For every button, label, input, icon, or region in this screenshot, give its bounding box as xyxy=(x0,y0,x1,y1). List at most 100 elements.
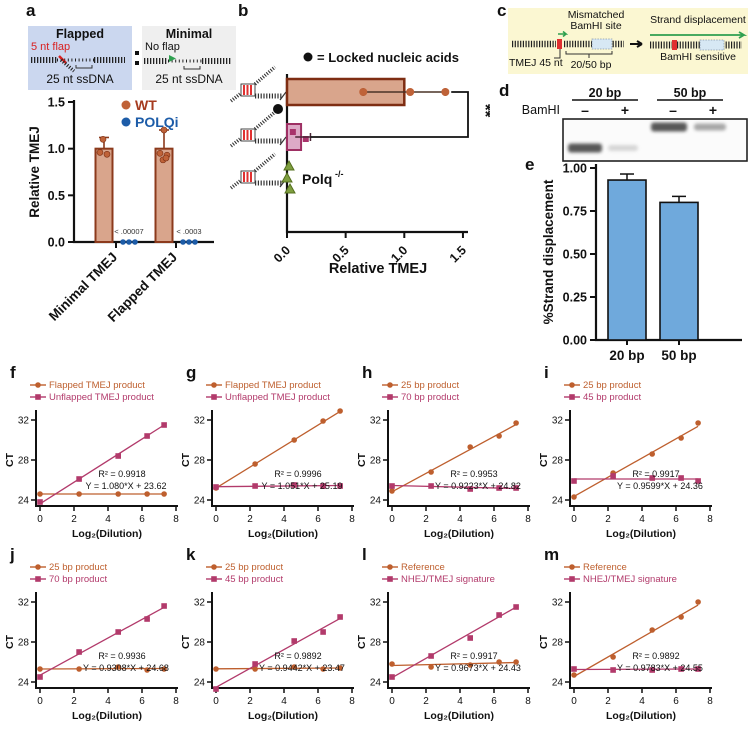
trend-line xyxy=(215,410,341,489)
y-axis-label: Relative TMEJ xyxy=(27,126,42,218)
axes xyxy=(387,592,530,689)
legend-marker-square xyxy=(387,576,393,582)
bar-0 xyxy=(607,179,647,341)
x-tick-label: 0 xyxy=(571,696,577,707)
x-tick-label: 6 xyxy=(315,514,321,525)
x-tick-label: 2 xyxy=(423,514,429,525)
panel-h-chart: 24 28 32 0 2 4 6 8 CT Log₂(Dilution) 25 bp product… xyxy=(354,364,536,553)
legend-marker-circle xyxy=(569,382,575,388)
legend-marker-circle xyxy=(211,564,217,570)
data-point xyxy=(678,475,684,481)
r-squared-annotation: R² = 0.9917 xyxy=(632,469,679,479)
p-value-annotation: < .00007 xyxy=(114,227,143,236)
y-axis-label: CT xyxy=(4,634,16,649)
y-tick-label: 28 xyxy=(18,638,30,649)
data-point-polq-ko xyxy=(283,159,295,171)
data-point xyxy=(695,599,701,605)
data-point-wt xyxy=(99,136,107,143)
y-tick-label: 24 xyxy=(552,678,564,689)
data-point xyxy=(406,88,415,96)
data-point xyxy=(320,418,326,424)
data-point xyxy=(115,664,121,670)
panel-i-label: i xyxy=(544,363,549,382)
x-tick-label: 4 xyxy=(639,514,645,525)
y-tick-label: 24 xyxy=(194,678,206,689)
r-squared-annotation: R² = 0.9936 xyxy=(98,651,145,661)
data-point xyxy=(115,453,121,459)
panel-c-diagram: Mismatched BamHI site TMEJ 45 nt 20/50 b… xyxy=(508,8,748,74)
data-point-polqi xyxy=(186,239,192,245)
x-tick-label: 4 xyxy=(457,514,463,525)
panel-k-chart: 24 28 32 0 2 4 6 8 CT Log₂(Dilution) 25 bp product… xyxy=(178,546,360,735)
legend-marker-circle xyxy=(387,382,393,388)
bp-bracket xyxy=(565,51,613,58)
x-tick-label: 2 xyxy=(71,514,77,525)
panel-a-constructs: Flapped 5 nt flap 25 nt ssDNA Minimal No… xyxy=(28,26,236,90)
strand-displacement-arrow xyxy=(650,31,748,39)
dna-flap xyxy=(253,65,277,86)
y-tick-label: 0.50 xyxy=(563,248,587,262)
panel-m: m 24 28 32 0 2 4 6 8 CT Log₂(Dilution) Reference NHE… xyxy=(536,546,718,732)
x-tick-label: 0 xyxy=(571,514,577,525)
x-axis-label: Log₂(Dilution) xyxy=(248,528,318,540)
legend-label: Reference xyxy=(583,562,627,573)
data-point xyxy=(337,408,343,414)
y-tick-label: 28 xyxy=(552,456,564,467)
data-point xyxy=(513,659,519,665)
data-point-polqi xyxy=(126,239,132,245)
data-point xyxy=(161,491,167,497)
data-point xyxy=(213,686,219,692)
data-point xyxy=(571,666,577,672)
x-tick-label: 4 xyxy=(281,514,287,525)
panel-c-label: c xyxy=(497,1,507,20)
dna-tail xyxy=(229,137,242,148)
legend-label: 25 bp product xyxy=(225,562,283,573)
axes xyxy=(35,592,178,689)
minimal-title: Minimal xyxy=(165,27,213,41)
panel-j-label: j xyxy=(10,545,15,564)
bamhi-site-box xyxy=(699,39,725,51)
x-tick-label: 6 xyxy=(139,514,145,525)
data-point xyxy=(496,612,502,618)
legend-label: Unflapped TMEJ product xyxy=(49,392,154,403)
y-tick-label: 1.00 xyxy=(563,162,587,176)
equation-annotation: Y = 1.051*X + 25.19 xyxy=(262,481,343,491)
panel-i-chart: 24 28 32 0 2 4 6 8 CT Log₂(Dilution) 25 bp product… xyxy=(536,364,718,553)
y-tick-label: 32 xyxy=(18,598,30,609)
y-tick-label: 1.5 xyxy=(48,96,65,110)
data-point xyxy=(513,604,519,610)
y-tick-label: 32 xyxy=(18,416,30,427)
panel-g: g 24 28 32 0 2 4 6 8 CT Log₂(Dilution) Flapped TMEJ… xyxy=(178,364,360,550)
y-tick-label: 32 xyxy=(552,598,564,609)
legend-label: 25 bp product xyxy=(401,380,459,391)
data-point-polqi xyxy=(192,239,198,245)
data-point xyxy=(428,469,434,475)
data-point xyxy=(252,661,258,667)
x-tick-label: 8 xyxy=(525,514,531,525)
x-tick-label: 8 xyxy=(707,696,713,707)
legend-label: 25 bp product xyxy=(583,380,641,391)
tmej-45nt-label: TMEJ 45 nt xyxy=(509,57,563,69)
legend-marker-circle xyxy=(569,564,575,570)
data-point-wt xyxy=(160,126,168,134)
minimal-ssdna-label: 25 nt ssDNA xyxy=(155,72,223,86)
data-point xyxy=(144,433,150,439)
data-point xyxy=(467,444,473,450)
data-point xyxy=(389,488,395,494)
x-tick-label: 8 xyxy=(349,514,355,525)
r-squared-annotation: R² = 0.9917 xyxy=(450,651,497,661)
legend-marker-circle xyxy=(35,382,41,388)
locked-nucleic-acid-chart: = Locked nucleic acids**Polq -/-0.0 0.5 1.0… xyxy=(229,50,495,277)
legend-marker-square xyxy=(35,576,41,582)
data-point xyxy=(76,476,82,482)
data-point xyxy=(320,666,326,672)
axes xyxy=(211,410,354,507)
data-point-polq-ko xyxy=(281,171,293,183)
axes xyxy=(569,410,712,507)
strand-displacement-bar-chart: 0.00 0.25 0.50 0.75 1.00 %Strand displacement… xyxy=(541,162,742,363)
data-point xyxy=(428,653,434,659)
x-tick-label: 2 xyxy=(423,696,429,707)
